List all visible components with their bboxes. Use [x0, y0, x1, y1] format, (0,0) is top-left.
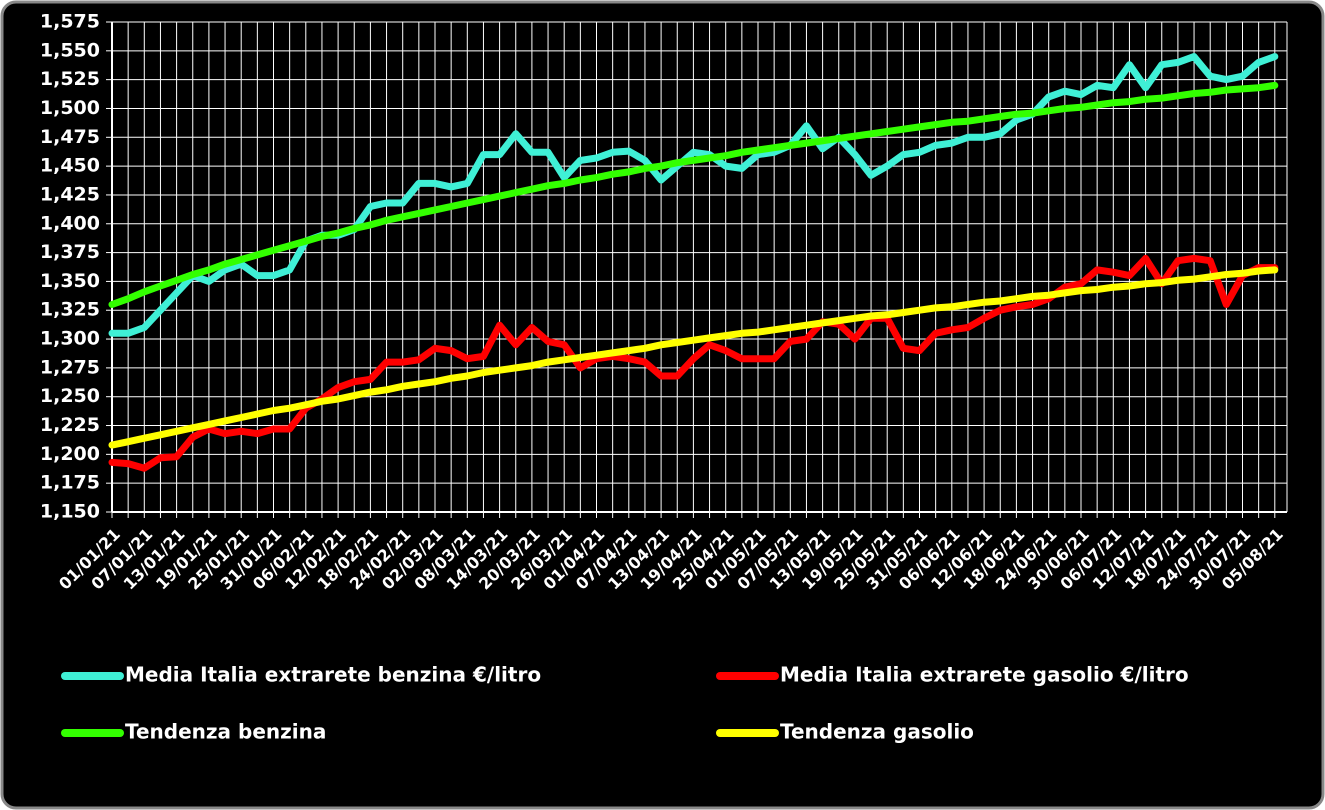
y-tick-label: 1,150	[40, 501, 100, 523]
legend-label: Tendenza benzina	[125, 720, 326, 744]
y-tick-label: 1,175	[40, 472, 100, 494]
y-tick-label: 1,275	[40, 356, 100, 378]
y-tick-label: 1,325	[40, 299, 100, 321]
y-tick-label: 1,400	[40, 212, 100, 234]
series-line	[108, 266, 1279, 449]
legend-label: Media Italia extrarete benzina €/litro	[125, 663, 541, 687]
y-tick-label: 1,500	[40, 97, 100, 119]
y-tick-label: 1,550	[40, 39, 100, 61]
y-tick-label: 1,350	[40, 270, 100, 292]
y-tick-label: 1,225	[40, 414, 100, 436]
y-tick-label: 1,250	[40, 385, 100, 407]
legend: Media Italia extrarete benzina €/litro Me…	[61, 663, 1189, 744]
y-tick-label: 1,375	[40, 241, 100, 263]
plot	[108, 53, 1279, 472]
legend-label: Tendenza gasolio	[780, 720, 974, 744]
y-tick-label: 1,475	[40, 126, 100, 148]
y-tick-label: 1,425	[40, 183, 100, 205]
y-tick-label: 1,200	[40, 443, 100, 465]
y-tick-label: 1,575	[40, 11, 100, 33]
y-tick-label: 1,300	[40, 328, 100, 350]
legend-label: Media Italia extrarete gasolio €/litro	[780, 663, 1189, 687]
series-line	[108, 81, 1279, 308]
y-tick-label: 1,525	[40, 68, 100, 90]
y-tick-label: 1,450	[40, 155, 100, 177]
